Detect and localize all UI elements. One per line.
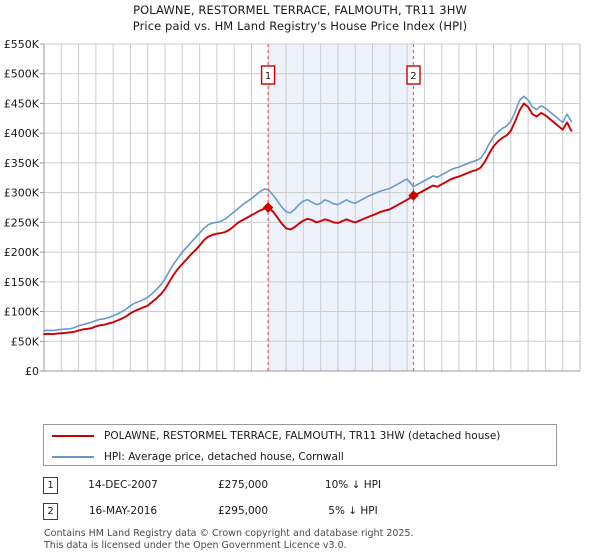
transaction-date-1: 14-DEC-2007 xyxy=(88,479,158,491)
sale-marker-2[interactable] xyxy=(408,190,419,201)
transaction-price-1: £275,000 xyxy=(217,479,269,491)
chart-legend: POLAWNE, RESTORMEL TERRACE, FALMOUTH, TR… xyxy=(43,424,557,466)
y-axis-tick-label: £450K xyxy=(4,97,40,110)
y-axis-tick-label: £300K xyxy=(4,187,40,200)
y-axis-tick-label: £550K xyxy=(4,38,40,51)
y-axis-tick-label: £150K xyxy=(4,276,40,289)
transaction-list: 1 14-DEC-2007 £275,000 10% ↓ HPI 2 16-MA… xyxy=(43,472,563,524)
y-axis-tick-label: £500K xyxy=(4,68,40,81)
legend-label-price-paid: POLAWNE, RESTORMEL TERRACE, FALMOUTH, TR… xyxy=(104,429,501,442)
transaction-hpi-delta-1: 10% ↓ HPI xyxy=(324,479,382,491)
legend-swatch-hpi xyxy=(52,455,94,458)
highlight-span xyxy=(268,44,414,371)
y-axis-tick-label: £400K xyxy=(4,127,40,140)
title-line-2: Price paid vs. HM Land Registry's House … xyxy=(132,19,468,33)
y-axis-tick-label: £100K xyxy=(4,306,40,319)
y-axis-tick-label: £200K xyxy=(4,246,40,259)
annotation-badge-label-1: 1 xyxy=(265,71,271,82)
series-line-hpi xyxy=(43,95,573,332)
legend-item-price-paid: POLAWNE, RESTORMEL TERRACE, FALMOUTH, TR… xyxy=(44,425,556,446)
legend-item-hpi: HPI: Average price, detached house, Corn… xyxy=(44,446,556,467)
table-row[interactable]: 2 16-MAY-2016 £295,000 5% ↓ HPI xyxy=(43,498,563,524)
transaction-badge-2[interactable]: 2 xyxy=(43,502,58,520)
series-line-price-paid xyxy=(43,102,573,336)
footer-line-1: Contains HM Land Registry data © Crown c… xyxy=(44,528,414,539)
page-title: POLAWNE, RESTORMEL TERRACE, FALMOUTH, TR… xyxy=(0,2,600,34)
transaction-hpi-delta-2: 5% ↓ HPI xyxy=(328,505,378,517)
annotation-badge-label-2: 2 xyxy=(410,71,416,82)
table-row[interactable]: 1 14-DEC-2007 £275,000 10% ↓ HPI xyxy=(43,472,563,498)
transaction-badge-1[interactable]: 1 xyxy=(43,476,58,494)
footer-line-2: This data is licensed under the Open Gov… xyxy=(44,539,347,551)
title-line-1: POLAWNE, RESTORMEL TERRACE, FALMOUTH, TR… xyxy=(133,3,467,17)
chart-svg: £0 £50K £100K £150K £200K £250K £300K £350K £400… xyxy=(4,38,581,376)
price-history-chart: £0 £50K £100K £150K £200K £250K £300K £350K £400… xyxy=(0,36,600,376)
y-axis-tick-label: £50K xyxy=(11,335,40,348)
sale-marker-1[interactable] xyxy=(262,202,274,213)
annotation-badge-2[interactable] xyxy=(406,65,421,85)
y-axis-tick-label: £0 xyxy=(25,365,39,376)
legend-label-hpi: HPI: Average price, detached house, Corn… xyxy=(104,450,344,463)
y-axis-tick-label: £350K xyxy=(4,157,40,170)
transaction-date-2: 16-MAY-2016 xyxy=(88,505,158,517)
legend-swatch-price-paid xyxy=(52,434,94,437)
annotation-badge-1[interactable] xyxy=(260,65,276,85)
copyright-footer: Contains HM Land Registry data © Crown c… xyxy=(44,528,584,551)
y-axis-tick-label: £250K xyxy=(4,216,40,229)
transaction-price-2: £295,000 xyxy=(217,505,269,517)
